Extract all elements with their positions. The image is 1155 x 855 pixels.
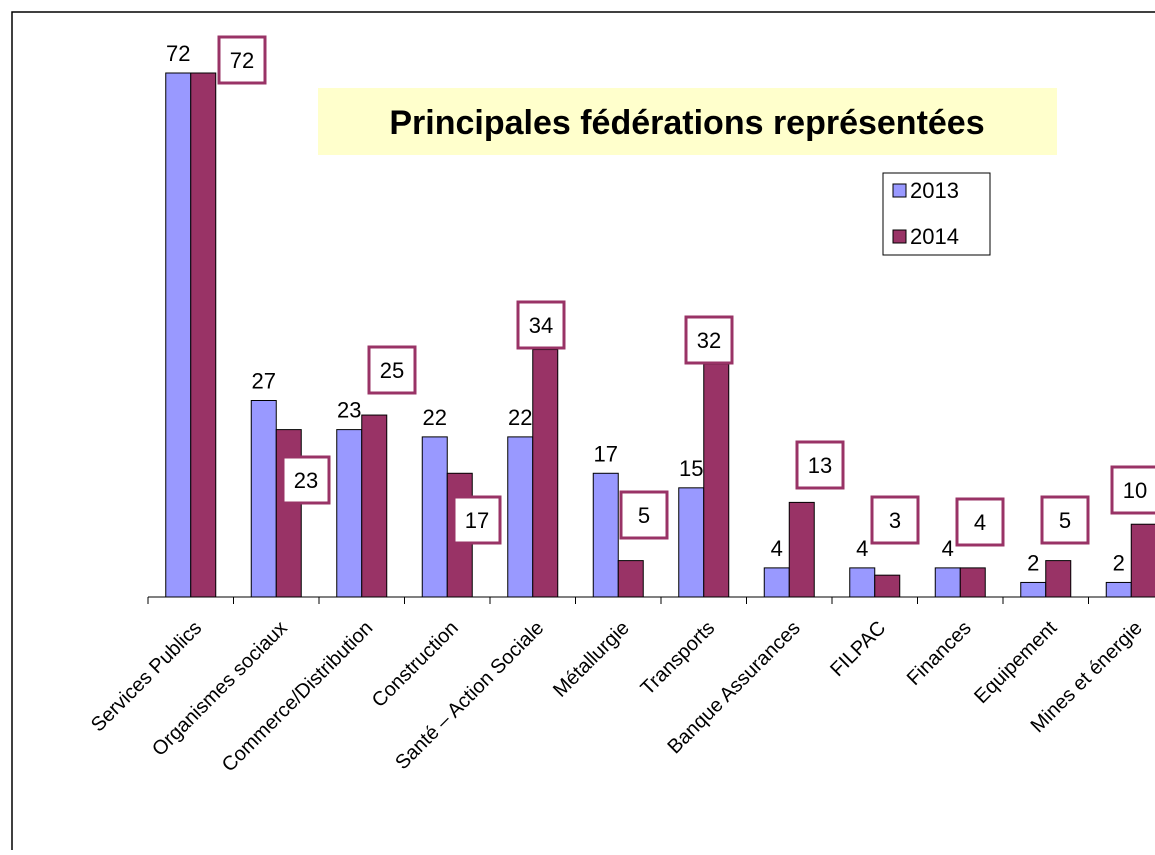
data-label: 4 bbox=[771, 536, 783, 561]
data-label: 34 bbox=[529, 313, 553, 338]
data-label: 32 bbox=[697, 328, 721, 353]
bar bbox=[361, 414, 388, 598]
bar bbox=[532, 349, 559, 598]
chart-title: Principales fédérations représentées bbox=[389, 104, 984, 142]
data-label: 5 bbox=[1059, 508, 1071, 533]
bar bbox=[421, 436, 448, 598]
data-label: 22 bbox=[423, 405, 447, 430]
data-label-box bbox=[1040, 495, 1090, 545]
bar bbox=[165, 72, 192, 598]
bar bbox=[1105, 581, 1132, 598]
bar bbox=[275, 429, 302, 598]
bar bbox=[763, 567, 790, 598]
bar bbox=[1020, 581, 1047, 598]
data-label: 17 bbox=[465, 508, 489, 533]
bar bbox=[592, 472, 619, 598]
data-label-box bbox=[516, 300, 566, 350]
bar bbox=[788, 501, 815, 598]
data-label: 15 bbox=[679, 456, 703, 481]
data-label: 23 bbox=[294, 468, 318, 493]
title-box bbox=[318, 88, 1057, 155]
legend-swatch bbox=[892, 229, 907, 244]
data-label-box bbox=[619, 490, 669, 540]
data-label-box bbox=[870, 495, 920, 545]
bar bbox=[250, 400, 277, 598]
bar bbox=[874, 574, 901, 598]
bar bbox=[507, 436, 534, 598]
legend-label: 2014 bbox=[910, 224, 959, 249]
data-label: 10 bbox=[1123, 478, 1147, 503]
data-label: 22 bbox=[508, 405, 532, 430]
data-label: 25 bbox=[380, 358, 404, 383]
data-label: 72 bbox=[230, 48, 254, 73]
data-label: 4 bbox=[856, 536, 868, 561]
data-label-box bbox=[217, 35, 267, 85]
data-label: 2 bbox=[1113, 550, 1125, 575]
bar bbox=[1045, 560, 1072, 598]
bar bbox=[1130, 523, 1155, 598]
data-label: 3 bbox=[889, 508, 901, 533]
data-label: 23 bbox=[337, 398, 361, 423]
bar bbox=[703, 363, 730, 598]
data-label: 27 bbox=[252, 369, 276, 394]
data-label: 13 bbox=[808, 453, 832, 478]
data-label-box bbox=[795, 440, 845, 490]
legend-label: 2013 bbox=[910, 178, 959, 203]
data-label-box bbox=[367, 345, 417, 395]
bar bbox=[190, 72, 217, 598]
data-label: 72 bbox=[166, 41, 190, 66]
data-label: 4 bbox=[974, 510, 986, 535]
bar bbox=[934, 567, 961, 598]
bar bbox=[617, 560, 644, 598]
bar bbox=[959, 567, 986, 598]
data-label: 2 bbox=[1027, 550, 1039, 575]
bar bbox=[849, 567, 876, 598]
data-label-box bbox=[684, 315, 734, 365]
data-label: 4 bbox=[942, 536, 954, 561]
data-label: 17 bbox=[594, 441, 618, 466]
data-label-box bbox=[281, 455, 331, 505]
bar bbox=[678, 487, 705, 598]
data-label-box bbox=[955, 497, 1005, 547]
data-label: 5 bbox=[638, 503, 650, 528]
bar bbox=[336, 429, 363, 598]
data-label-box bbox=[452, 495, 502, 545]
data-label-box bbox=[1110, 465, 1155, 515]
legend-swatch bbox=[892, 183, 907, 198]
